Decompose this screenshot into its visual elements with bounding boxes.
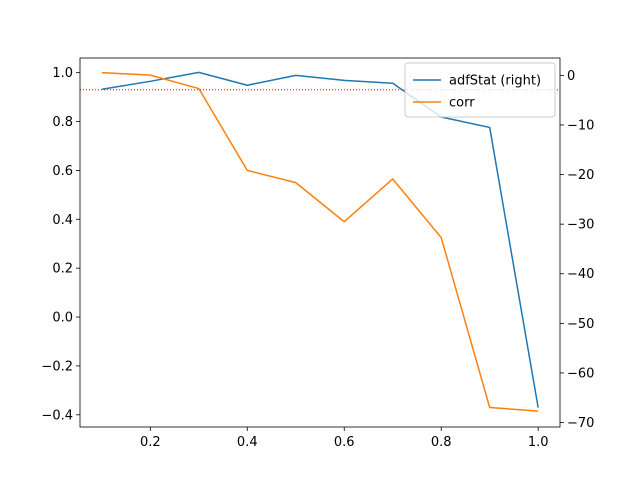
plot-area [80,71,560,412]
legend: adfStat (right) corr [404,62,556,118]
y-left-tick-label: 0.4 [52,213,73,228]
y-right-tick-label: 0 [567,69,575,84]
series-line-corr [101,71,539,412]
y-right-tick-label: −30 [567,218,594,233]
y-left-tick-label: 0.6 [52,164,73,179]
x-tick-label: 0.2 [140,435,161,450]
axes-frame [79,57,561,428]
legend-box [404,62,556,118]
x-tick-label: 1.0 [528,435,549,450]
y-right-tick-label: −60 [567,366,594,381]
x-tick-label: 0.4 [237,435,258,450]
y-left-tick-label: 0.8 [52,115,73,130]
series-line-adfstat [101,71,539,408]
y-right-tick-label: −10 [567,118,594,133]
x-tick-label: 0.6 [334,435,355,450]
legend-label: adfStat (right) [449,74,541,89]
y-right-tick-label: −70 [567,416,594,431]
y-right-tick-label: −20 [567,168,594,183]
y-right-tick-label: −40 [567,267,594,282]
legend-label: corr [449,96,475,111]
axes: 0.2 0.4 0.6 0.8 1.0 −0.4 −0.2 0.0 0.2 0.4 0.6 0.8 1.… [41,57,594,450]
y-left-tick-label: 0.2 [52,262,73,277]
y-left-tick-label: −0.2 [41,359,73,374]
y-left-tick-label: 1.0 [52,66,73,81]
y-left-tick-label: 0.0 [52,311,73,326]
x-tick-label: 0.8 [431,435,452,450]
y-left-tick-label: −0.4 [41,408,73,423]
y-right-tick-label: −50 [567,317,594,332]
